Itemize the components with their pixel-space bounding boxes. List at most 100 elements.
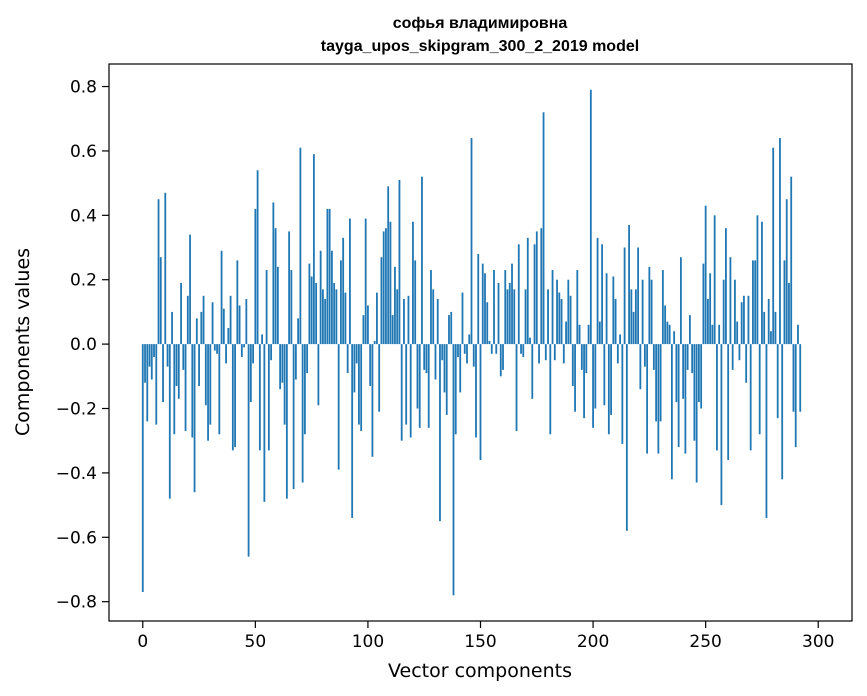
- bar-249: [702, 263, 705, 345]
- bar-149: [477, 253, 480, 345]
- bar-283: [779, 138, 781, 345]
- bar-114: [398, 179, 401, 345]
- bar-94: [353, 344, 356, 393]
- bar-183: [553, 344, 556, 361]
- bar-37: [225, 344, 227, 364]
- bar-70: [299, 147, 302, 345]
- bar-33: [216, 344, 218, 354]
- bar-209: [612, 276, 615, 345]
- bar-156: [493, 270, 495, 345]
- bar-73: [306, 344, 309, 374]
- bar-130: [434, 344, 437, 380]
- bar-86: [335, 289, 338, 345]
- x-tick-label: 200: [577, 632, 609, 652]
- bar-176: [538, 344, 540, 364]
- bar-69: [297, 318, 300, 345]
- bar-28: [204, 344, 207, 406]
- bar-264: [736, 321, 739, 345]
- bar-280: [772, 147, 775, 345]
- bar-109: [387, 186, 390, 345]
- bar-60: [276, 266, 279, 345]
- bar-229: [657, 344, 660, 454]
- bar-163: [508, 282, 511, 345]
- bar-91: [346, 344, 349, 374]
- bar-116: [403, 299, 405, 345]
- bar-123: [418, 344, 421, 428]
- bar-110: [389, 221, 392, 345]
- bar-100: [367, 305, 369, 345]
- bar-36: [222, 308, 225, 345]
- bar-53: [261, 334, 264, 345]
- bar-167: [517, 244, 520, 345]
- bar-65: [288, 231, 291, 345]
- bar-262: [731, 344, 734, 370]
- bar-233: [666, 321, 669, 345]
- bar-62: [281, 344, 284, 383]
- bar-199: [589, 89, 592, 345]
- bar-84: [330, 250, 333, 345]
- bar-93: [351, 344, 354, 518]
- bar-87: [337, 344, 340, 470]
- bar-39: [229, 295, 232, 345]
- bar-289: [792, 344, 795, 412]
- bar-64: [285, 344, 288, 499]
- bar-44: [240, 344, 243, 357]
- bar-17: [180, 282, 182, 345]
- bar-256: [718, 324, 721, 345]
- bar-105: [378, 344, 381, 412]
- bar-238: [677, 344, 680, 448]
- bar-38: [227, 328, 230, 345]
- bar-201: [594, 344, 597, 409]
- bar-195: [580, 344, 583, 370]
- bar-285: [783, 260, 786, 345]
- bar-59: [274, 228, 277, 345]
- bar-49: [252, 344, 254, 364]
- y-tick-label: 0.0: [70, 335, 97, 355]
- bar-98: [362, 315, 365, 345]
- bar-19: [184, 344, 187, 432]
- bar-241: [684, 344, 687, 454]
- bar-254: [713, 215, 716, 345]
- bar-27: [202, 295, 205, 345]
- chart-title: софья владимировна: [393, 15, 568, 32]
- bar-227: [652, 344, 655, 370]
- bar-88: [340, 260, 342, 345]
- bar-142: [461, 292, 464, 345]
- x-axis-ticks: 0 50 100 150 200 250 300: [137, 621, 834, 652]
- bar-232: [664, 305, 667, 345]
- bar-159: [499, 344, 502, 377]
- bar-265: [738, 344, 741, 361]
- bar-220: [637, 247, 640, 345]
- bar-218: [632, 311, 635, 345]
- x-tick-label: 250: [689, 632, 721, 652]
- bar-276: [763, 311, 766, 345]
- bar-92: [349, 218, 351, 345]
- bar-25: [198, 344, 200, 386]
- bar-170: [524, 289, 527, 345]
- bar-20: [186, 295, 189, 345]
- bar-234: [668, 324, 671, 345]
- bar-58: [272, 202, 275, 345]
- bar-34: [218, 344, 221, 435]
- bar-270: [749, 344, 752, 451]
- bar-269: [747, 295, 750, 345]
- bar-242: [686, 344, 689, 370]
- bar-131: [436, 299, 439, 345]
- bar-129: [432, 289, 435, 345]
- bar-166: [515, 344, 518, 432]
- bar-76: [312, 154, 315, 345]
- bar-85: [333, 282, 336, 345]
- bar-225: [648, 266, 651, 345]
- bar-235: [670, 344, 673, 480]
- bar-81: [324, 299, 327, 345]
- chart-subtitle: tayga_upos_skipgram_300_2_2019 model: [321, 38, 639, 55]
- bar-150: [479, 344, 482, 461]
- bar-101: [369, 344, 372, 386]
- bar-161: [504, 270, 507, 345]
- bar-281: [774, 311, 777, 345]
- bar-224: [646, 344, 649, 454]
- bar-71: [301, 344, 304, 483]
- bar-79: [319, 250, 322, 345]
- y-tick-label: −0.6: [56, 528, 97, 548]
- bar-66: [290, 270, 293, 345]
